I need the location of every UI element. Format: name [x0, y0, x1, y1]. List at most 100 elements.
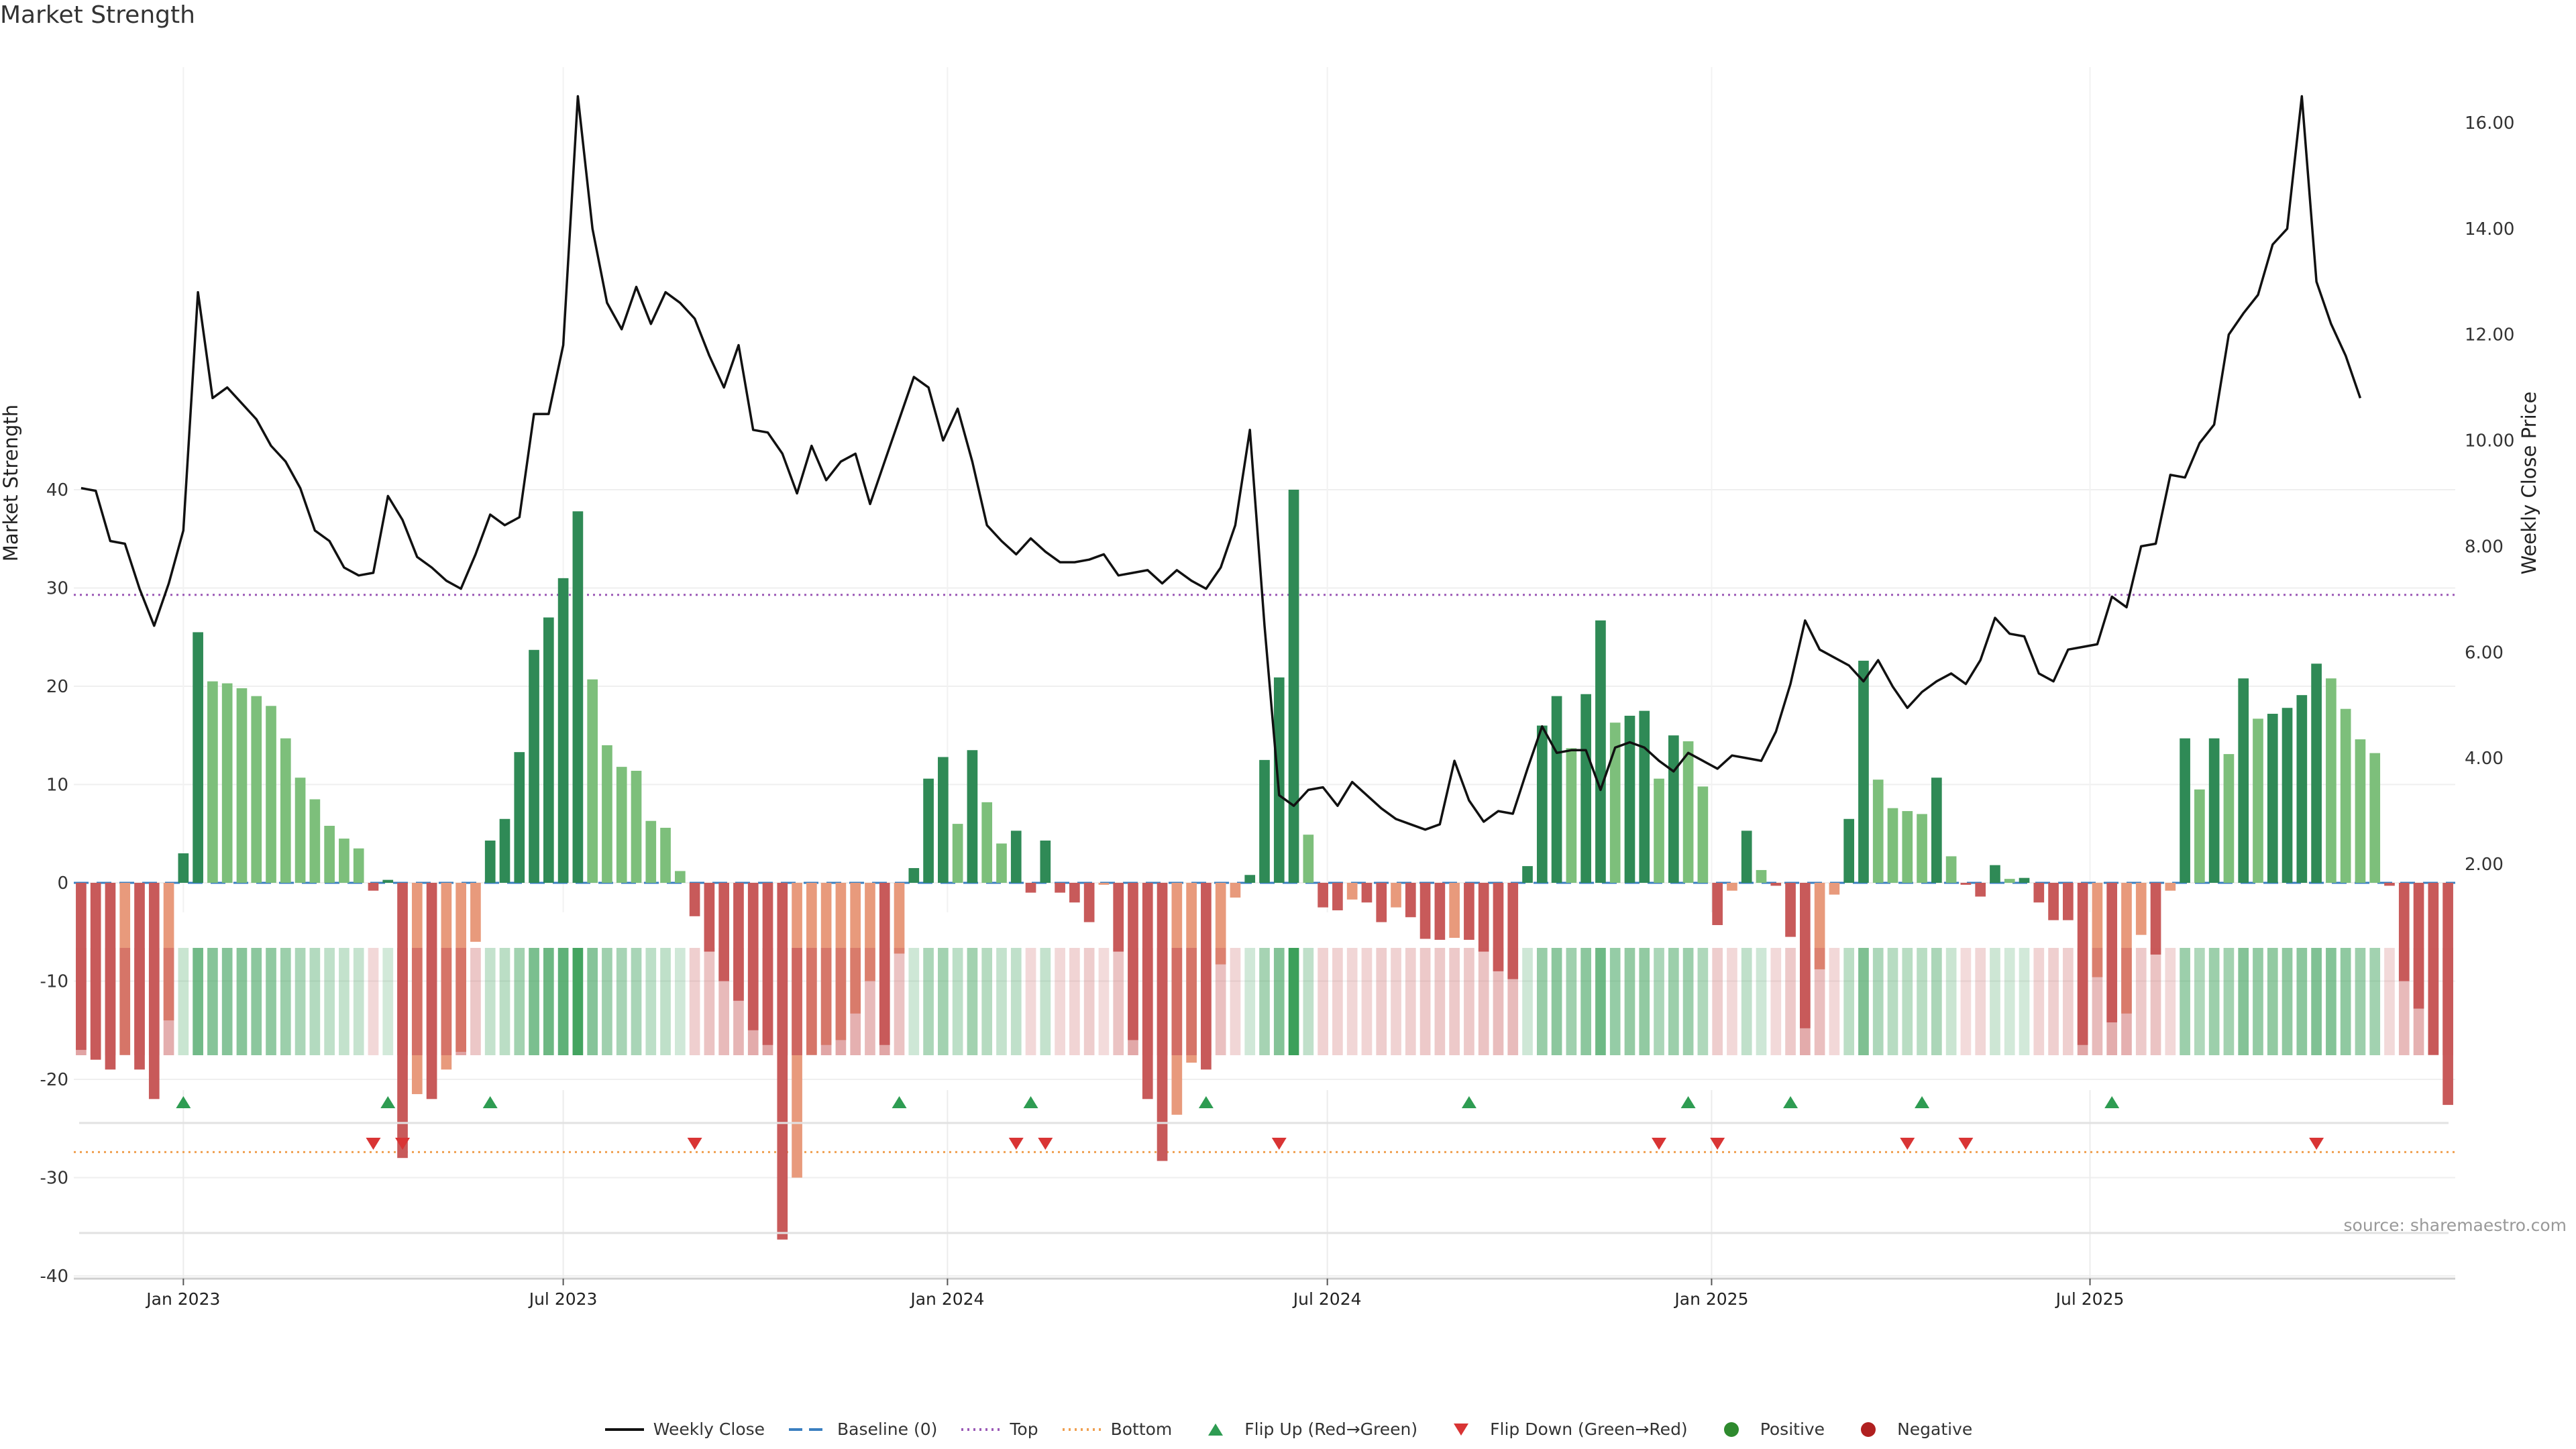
heat-cell [1727, 948, 1737, 1055]
strength-bar [1756, 869, 1767, 883]
heat-cell [353, 948, 364, 1055]
heat-cell [1405, 948, 1416, 1055]
heat-cell [660, 948, 671, 1055]
heat-cell [426, 948, 437, 1055]
heat-cell [2165, 948, 2176, 1055]
x-tick-label: Jul 2023 [528, 1289, 598, 1309]
heat-cell [1654, 948, 1664, 1055]
strength-bar [2135, 883, 2147, 935]
strength-bar [1464, 883, 1474, 940]
heat-cell [616, 948, 627, 1055]
heat-cell [514, 948, 525, 1055]
heat-cell [1945, 948, 1957, 1055]
heat-cell [1244, 948, 1256, 1055]
heat-cell [1391, 948, 1401, 1055]
strength-bar [689, 883, 700, 916]
strength-bar [499, 818, 511, 883]
heat-cell [2150, 948, 2161, 1055]
strength-bar [631, 770, 642, 883]
y-tick-label: 10 [46, 775, 68, 796]
heat-cell [557, 948, 569, 1055]
heat-cell [762, 948, 773, 1055]
heat-cell [674, 948, 686, 1055]
y2-tick-label: 8.00 [2465, 537, 2504, 557]
strength-bar [221, 683, 233, 883]
heat-cell [806, 948, 817, 1055]
strength-bar [484, 841, 496, 883]
legend-item: Flip Up (Red→Green) [1195, 1419, 1417, 1439]
strength-bar [368, 883, 379, 891]
strength-bar [1551, 696, 1562, 883]
strength-bar [529, 649, 539, 883]
heat-cell [2311, 948, 2322, 1055]
heat-cell [2092, 948, 2103, 1055]
strength-bar [718, 883, 730, 981]
strength-bar [1522, 866, 1533, 883]
heat-cell [163, 948, 174, 1055]
flip-down-marker [2309, 1138, 2324, 1150]
strength-bar [645, 820, 657, 883]
heat-cell [2033, 948, 2045, 1055]
strength-bar [2253, 718, 2263, 883]
strength-bar [2208, 738, 2220, 883]
strength-bar [733, 883, 744, 1001]
heat-cell [2048, 948, 2059, 1055]
heat-cell [76, 948, 87, 1055]
strength-bar [309, 799, 321, 883]
strength-bar [1288, 490, 1299, 883]
flip-down-marker [1652, 1138, 1667, 1150]
y2-tick-label: 14.00 [2465, 219, 2514, 239]
heat-cell [1449, 948, 1460, 1055]
strength-bar [1449, 883, 1460, 938]
strength-bar [2223, 754, 2235, 883]
heat-cell [1814, 948, 1825, 1055]
heat-cell [1639, 948, 1650, 1055]
heat-cell [1318, 948, 1328, 1055]
strength-bar [996, 843, 1007, 883]
strength-bar [1083, 883, 1095, 922]
heat-cell [529, 948, 539, 1055]
strength-bar [1814, 883, 1825, 969]
heat-cell [1580, 948, 1591, 1055]
strength-bar [2413, 883, 2424, 1009]
heat-cell [835, 948, 847, 1055]
strength-bar [777, 883, 788, 1240]
heat-cell [1098, 948, 1110, 1055]
strength-bar [2033, 883, 2045, 903]
heat-cell [747, 948, 759, 1055]
flip-up-marker [2104, 1096, 2120, 1108]
strength-bar [894, 883, 905, 954]
heat-cell [850, 948, 861, 1055]
strength-bar [1829, 883, 1840, 895]
strength-bar [2048, 883, 2059, 920]
heat-cell [105, 948, 116, 1055]
legend-symbol [1208, 1423, 1224, 1436]
strength-bar [207, 681, 218, 883]
flip-down-marker [1900, 1138, 1915, 1150]
heat-cell [631, 948, 642, 1055]
strength-bar [236, 688, 248, 883]
flip-down-marker [687, 1138, 702, 1150]
heat-cell [470, 948, 481, 1055]
heat-cell [1171, 948, 1183, 1055]
strength-bar [1624, 715, 1635, 883]
y-tick-label: 30 [46, 579, 68, 599]
heat-cell [894, 948, 905, 1055]
heat-cell [1697, 948, 1709, 1055]
heat-cell [572, 948, 584, 1055]
heat-cell [1522, 948, 1533, 1055]
heat-cell [1069, 948, 1080, 1055]
heat-cell [1215, 948, 1226, 1055]
heat-cell [266, 948, 276, 1055]
heat-cell [2004, 948, 2015, 1055]
heat-cell [1201, 948, 1212, 1055]
strength-bar [1741, 830, 1752, 883]
strength-bar [2267, 714, 2278, 883]
heat-cell [1478, 948, 1489, 1055]
strength-bar [1872, 780, 1884, 883]
heat-cell [865, 948, 875, 1055]
y2-axis-label: Weekly Close Price [2518, 392, 2540, 575]
heat-cell [294, 948, 306, 1055]
strength-bar [1566, 748, 1577, 883]
legend-label: Top [1010, 1419, 1038, 1439]
